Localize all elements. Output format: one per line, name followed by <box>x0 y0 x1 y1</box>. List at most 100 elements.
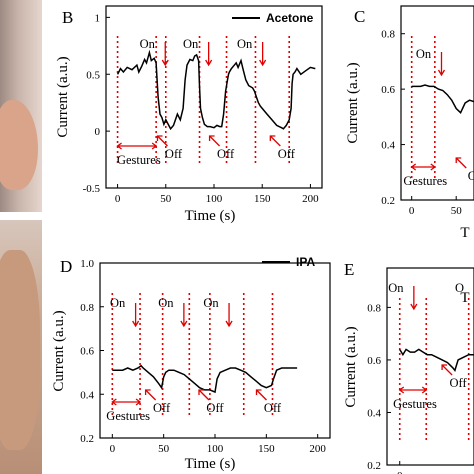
on-label: On <box>203 296 219 310</box>
on-label: On <box>158 296 174 310</box>
on-arrow-head <box>225 320 233 328</box>
y-tick-label: 0 <box>95 126 101 138</box>
plot-frame <box>386 267 474 466</box>
gestures-label: Gestures <box>403 174 447 188</box>
y-axis-title: Current (a.u.) <box>55 56 71 137</box>
off-label: Off <box>153 401 171 415</box>
x-tick-label: 50 <box>158 443 170 455</box>
gestures-arrow-left-head <box>116 142 122 150</box>
gestures-label: Gestures <box>106 409 150 423</box>
panel-letter-E: E <box>344 260 354 279</box>
off-arrow <box>198 389 210 401</box>
plot-frame <box>400 5 474 201</box>
y-tick-label: 0.8 <box>381 29 395 41</box>
off-arrow <box>145 389 157 401</box>
gestures-arrow-right-head <box>430 163 436 171</box>
off-label: Off <box>278 147 296 161</box>
y-tick-label: 0.8 <box>367 302 381 314</box>
on-label: On <box>237 37 253 51</box>
panel-letter-C: C <box>354 7 365 26</box>
photo-skin <box>0 220 42 474</box>
x-tick-label: 0 <box>115 193 121 205</box>
panel-B: B -0.5 0 0.5 1 0 50 100 150 200 Current (a.u.) Time… <box>55 5 323 224</box>
off-arrow-head <box>198 389 204 395</box>
gestures-arrow-right-head <box>135 398 142 406</box>
y-tick-label: 0.2 <box>80 433 94 445</box>
panel-letter-D: D <box>60 257 72 276</box>
x-axis-title: T <box>460 225 469 241</box>
on-arrow-head <box>180 320 188 328</box>
gestures-arrow-left-head <box>398 386 405 394</box>
on-arrow-head <box>161 59 169 67</box>
x-tick-label: 100 <box>207 443 224 455</box>
off-label: Off <box>450 376 468 390</box>
x-tick-label: 50 <box>451 205 463 217</box>
on-label: On <box>183 37 199 51</box>
off-arrow <box>441 364 453 376</box>
gestures-arrow-left-head <box>111 398 117 406</box>
gestures-arrow-right-head <box>421 386 428 394</box>
x-tick-label: 50 <box>160 193 172 205</box>
x-tick-label: 150 <box>254 193 271 205</box>
panel-E: E 0.2 0.4 0.6 0.8 0 Current (a.u.) T On O Off Gestu… <box>343 260 474 474</box>
on-arrow-head <box>410 303 418 311</box>
off-arrow-head <box>156 135 163 141</box>
x-tick-label: 0 <box>409 205 415 217</box>
x-tick-label: 200 <box>302 193 319 205</box>
series-line <box>116 49 316 131</box>
off-arrow-head <box>208 135 215 141</box>
y-tick-label: 0.6 <box>80 346 94 358</box>
y-tick-label: 0.4 <box>80 389 94 401</box>
x-axis-title: T <box>460 290 469 306</box>
on-label: On <box>388 281 404 295</box>
x-tick-label: 0 <box>110 443 116 455</box>
panel-letter-B: B <box>62 8 73 27</box>
legend-label: Acetone <box>266 11 314 25</box>
on-arrow-head <box>205 59 213 67</box>
y-tick-label: 0.6 <box>381 84 395 96</box>
y-axis-title: Current (a.u.) <box>345 62 361 143</box>
off-arrow <box>256 389 267 401</box>
series-line <box>112 364 298 394</box>
x-axis-title: Time (s) <box>185 208 236 224</box>
y-tick-label: 0.4 <box>381 140 395 152</box>
on-arrow-head <box>437 69 446 77</box>
gestures-label: Gestures <box>117 153 161 167</box>
off-label: Off <box>217 147 235 161</box>
on-label: O <box>455 281 464 295</box>
panel-C: C 0.2 0.4 0.6 0.8 0 50 Current (a.u.) T On O Gestur… <box>345 5 474 241</box>
off-label: Off <box>264 401 282 415</box>
off-arrow <box>157 135 168 147</box>
off-arrow <box>209 135 221 147</box>
off-arrow-head <box>255 389 262 395</box>
y-tick-label: 1 <box>95 12 101 24</box>
off-arrow-head <box>441 364 448 370</box>
off-arrow <box>455 157 467 169</box>
series-line <box>411 84 474 114</box>
on-arrow-head <box>132 320 140 328</box>
y-axis-title: Current (a.u.) <box>343 326 359 407</box>
legend-label: IPA <box>296 255 315 269</box>
y-axis-title: Current (a.u.) <box>51 310 67 391</box>
series-line <box>399 348 474 372</box>
y-tick-label: 0.5 <box>86 69 100 81</box>
x-tick-label: 200 <box>309 443 326 455</box>
skin-shape <box>0 250 40 450</box>
on-arrow-head <box>259 59 267 67</box>
y-tick-label: 1.0 <box>80 258 94 270</box>
x-tick-label: 100 <box>206 193 223 205</box>
off-arrow-head <box>269 135 276 141</box>
x-axis-title: Time (s) <box>185 456 236 472</box>
gestures-arrow-left-head <box>410 163 417 171</box>
off-label: O <box>468 169 474 183</box>
y-tick-label: 0.8 <box>80 302 94 314</box>
on-label: On <box>110 296 126 310</box>
on-label: On <box>416 47 432 61</box>
y-tick-label: 0.4 <box>367 407 381 419</box>
y-tick-label: 0.6 <box>367 355 381 367</box>
photo-hand-gesture <box>0 0 42 212</box>
off-label: Off <box>206 401 224 415</box>
gestures-arrow-right-head <box>151 142 158 150</box>
y-tick-label: -0.5 <box>83 183 101 195</box>
y-tick-label: 0.2 <box>367 460 381 472</box>
